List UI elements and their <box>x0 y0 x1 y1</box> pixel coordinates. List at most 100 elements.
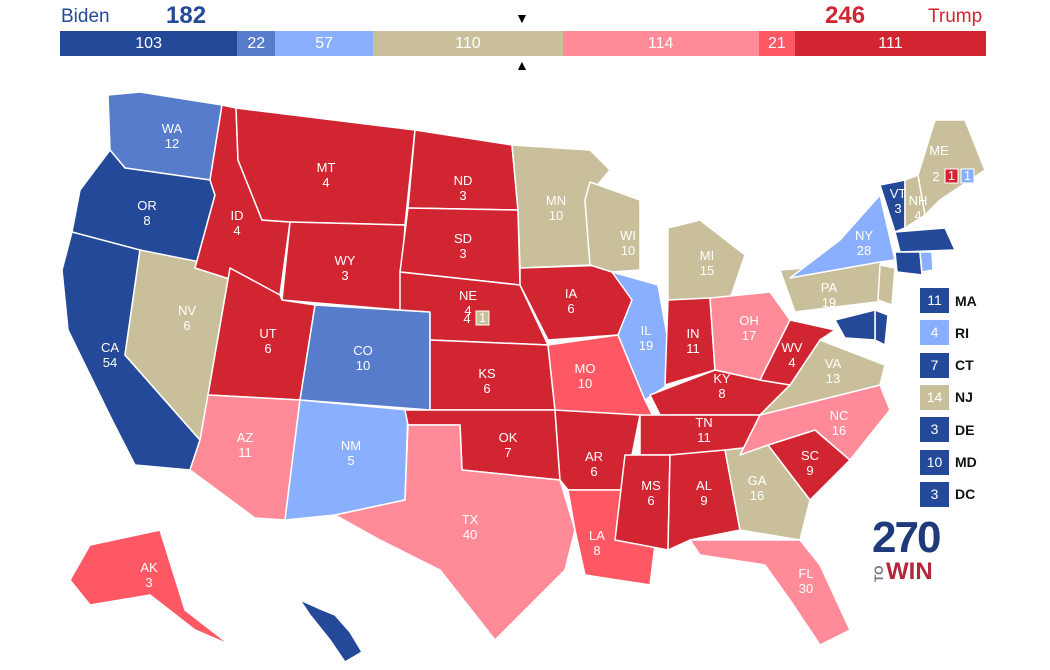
state-abbr: WV <box>782 340 803 355</box>
state-mi[interactable] <box>667 219 746 306</box>
state-abbr: AZ <box>237 430 254 445</box>
state-ny[interactable] <box>789 194 896 279</box>
state-abbr: WY <box>335 253 356 268</box>
state-ms[interactable] <box>614 454 671 551</box>
state-abbr: NY <box>855 228 873 243</box>
trump-total: 246 <box>825 2 866 29</box>
state-abbr: OR <box>137 198 157 213</box>
state-abbr: NV <box>178 303 196 318</box>
state-label-me: ME <box>929 143 949 158</box>
state-ev: 10 <box>356 358 370 373</box>
state-tx[interactable] <box>334 424 576 641</box>
state-de[interactable] <box>874 309 889 346</box>
state-abbr: TX <box>462 512 479 527</box>
state-ev: 10 <box>549 208 563 223</box>
state-abbr: NM <box>341 438 361 453</box>
logo-win: WIN <box>886 558 933 585</box>
state-label-mn: MN 10 <box>546 193 566 223</box>
state-abbr: HI <box>316 633 329 648</box>
state-ev: 30 <box>799 581 813 596</box>
state-il[interactable] <box>611 271 676 401</box>
state-abbr: IL <box>641 323 652 338</box>
side-state-md[interactable]: 10 MD <box>920 449 977 475</box>
state-ev: 6 <box>647 493 654 508</box>
state-ev: 3 <box>459 246 466 261</box>
state-label-co: CO 10 <box>353 343 373 373</box>
side-state-ev: 7 <box>920 352 949 378</box>
state-ev: 19 <box>822 295 836 310</box>
state-abbr: KS <box>478 366 496 381</box>
state-ak[interactable] <box>69 529 231 646</box>
side-state-ri[interactable]: 4 RI <box>920 320 969 346</box>
side-state-dc[interactable]: 3 DC <box>920 481 976 507</box>
state-label-ak: AK 3 <box>140 560 158 590</box>
state-me[interactable] <box>917 119 986 216</box>
state-nj[interactable] <box>877 264 896 306</box>
state-abbr: VA <box>825 356 842 371</box>
nebraska-district-2-label: 1 <box>479 310 486 325</box>
state-ev: 8 <box>718 386 725 401</box>
maine-statewide-ev: 2 <box>932 169 939 184</box>
state-md[interactable] <box>834 309 876 341</box>
state-abbr: MN <box>546 193 566 208</box>
state-ev: 8 <box>143 213 150 228</box>
state-abbr: WI <box>620 228 636 243</box>
state-abbr: KY <box>713 371 731 386</box>
state-abbr: FL <box>798 566 813 581</box>
state-ev: 11 <box>697 430 711 445</box>
state-label-nm: NM 5 <box>341 438 361 468</box>
state-ev: 9 <box>700 493 707 508</box>
state-ev: 19 <box>639 338 653 353</box>
state-ct[interactable] <box>894 251 923 276</box>
state-abbr: ID <box>231 208 244 223</box>
state-fl[interactable] <box>689 539 851 646</box>
state-label-ny: NY 28 <box>855 228 873 258</box>
state-abbr: IA <box>565 286 578 301</box>
state-ev: 4 <box>322 175 329 190</box>
state-ma[interactable] <box>894 227 956 253</box>
state-ev: 11 <box>238 445 252 460</box>
bar-segment-safe-rep: 111 <box>794 31 986 56</box>
bar-segment-lean-rep: 114 <box>562 31 759 56</box>
state-label-mi: MI 15 <box>700 248 714 278</box>
state-al[interactable] <box>667 449 741 551</box>
state-label-nh: NH 4 <box>909 193 928 223</box>
state-ev: 28 <box>857 243 871 258</box>
bar-segment-likely-dem: 22 <box>237 31 276 56</box>
side-state-ma[interactable]: 11 MA <box>920 288 977 313</box>
state-ri[interactable] <box>919 251 934 273</box>
state-label-ar: AR 6 <box>585 449 603 479</box>
state-ev: 5 <box>347 453 354 468</box>
side-state-abbr: DC <box>955 486 976 503</box>
nebraska-statewide-ev: 4 <box>463 311 470 326</box>
state-abbr: MS <box>641 478 661 493</box>
logo-number: 270 <box>872 513 941 562</box>
state-label-fl: FL 30 <box>798 566 813 596</box>
state-label-nv: NV 6 <box>178 303 196 333</box>
midpoint-marker-top: ▼ <box>515 10 529 26</box>
state-abbr: AL <box>696 478 712 493</box>
state-nc[interactable] <box>739 384 891 461</box>
state-label-il: IL 19 <box>639 323 653 353</box>
side-state-de[interactable]: 3 DE <box>920 417 974 443</box>
side-state-nj[interactable]: 14 NJ <box>920 384 973 410</box>
state-ev: 11 <box>686 341 700 356</box>
state-abbr: IN <box>687 326 700 341</box>
state-hi[interactable] <box>299 599 363 663</box>
nebraska-district-2-box <box>475 310 490 326</box>
side-state-ct[interactable]: 7 CT <box>920 352 974 378</box>
maine-district-1-box <box>944 168 959 184</box>
state-ev: 3 <box>341 268 348 283</box>
state-label-tx: TX 40 <box>462 512 479 542</box>
state-label-sd: SD 3 <box>454 231 472 261</box>
state-wv[interactable] <box>759 319 836 386</box>
state-label-ky: KY 8 <box>713 371 731 401</box>
state-abbr: OK <box>499 430 518 445</box>
state-wi[interactable] <box>584 181 641 273</box>
biden-name: Biden <box>61 6 110 27</box>
state-label-in: IN 11 <box>686 326 700 356</box>
side-state-ev: 4 <box>920 320 949 346</box>
state-label-az: AZ 11 <box>237 430 254 460</box>
state-label-nc: NC 16 <box>830 408 849 438</box>
